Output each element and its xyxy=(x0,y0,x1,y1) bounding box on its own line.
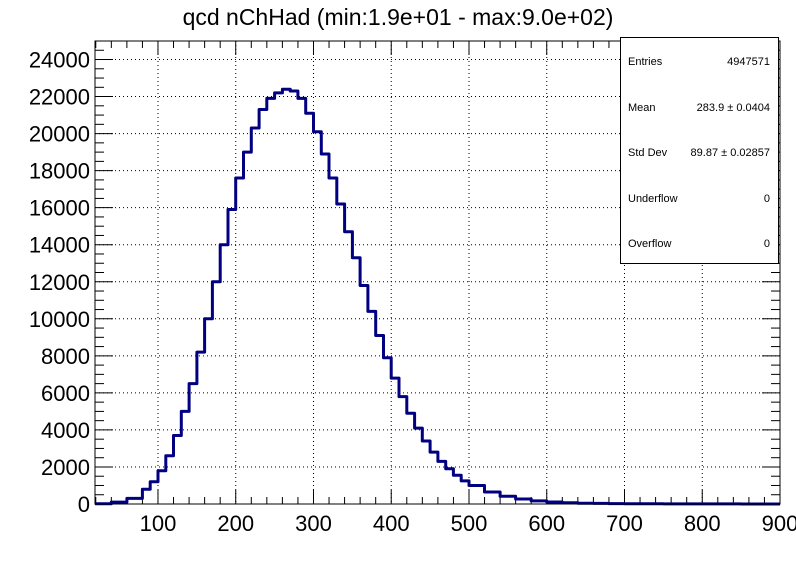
y-tick-label: 10000 xyxy=(29,307,90,332)
stats-value: 0 xyxy=(763,238,770,250)
y-tick-label: 18000 xyxy=(29,159,90,184)
stats-row-entries: Entries 4947571 xyxy=(628,56,770,70)
series-line-0 xyxy=(95,87,780,506)
y-tick-label: 22000 xyxy=(29,85,90,110)
tick-labels: 100 200 300 400 500 600 700 800 900 0 2000 4000 6000… xyxy=(29,48,796,536)
y-tick-label: 2000 xyxy=(41,455,90,480)
stats-row-mean: Mean 283.9 ± 0.0404 xyxy=(628,102,770,116)
y-tick-label: 14000 xyxy=(29,233,90,258)
x-tick-label: 100 xyxy=(140,511,177,536)
x-tick-label: 500 xyxy=(451,511,488,536)
x-tick-label: 800 xyxy=(684,511,721,536)
stats-row-underflow: Underflow 0 xyxy=(628,193,770,207)
x-tick-label: 200 xyxy=(217,511,254,536)
stats-row-stddev: Std Dev 89.87 ± 0.02857 xyxy=(628,147,770,161)
stats-label: Overflow xyxy=(628,238,672,250)
stats-value: 283.9 ± 0.0404 xyxy=(696,102,770,114)
stats-value: 0 xyxy=(763,193,770,205)
y-tick-label: 20000 xyxy=(29,122,90,147)
stats-value: 4947571 xyxy=(727,56,770,68)
y-tick-label: 4000 xyxy=(41,418,90,443)
stats-value: 89.87 ± 0.02857 xyxy=(690,147,770,159)
y-tick-label: 6000 xyxy=(41,381,90,406)
y-tick-label: 16000 xyxy=(29,196,90,221)
stats-row-overflow: Overflow 0 xyxy=(628,238,770,252)
y-tick-label: 12000 xyxy=(29,270,90,295)
frame xyxy=(94,40,781,505)
data-series xyxy=(94,87,781,506)
x-tick-label: 300 xyxy=(295,511,332,536)
chart-title: qcd nChHad (min:1.9e+01 - max:9.0e+02) xyxy=(182,4,614,30)
axis-ticks xyxy=(95,41,781,505)
stats-label: Entries xyxy=(628,56,663,68)
stats-box: Entries 4947571 Mean 283.9 ± 0.0404 Std … xyxy=(620,37,779,264)
stats-label: Std Dev xyxy=(628,147,668,159)
x-tick-label: 700 xyxy=(606,511,643,536)
y-tick-label: 24000 xyxy=(29,48,90,73)
x-tick-label: 400 xyxy=(373,511,410,536)
x-tick-label: 900 xyxy=(762,511,796,536)
x-tick-label: 600 xyxy=(528,511,565,536)
y-tick-label: 8000 xyxy=(41,344,90,369)
stats-label: Underflow xyxy=(628,193,678,205)
stats-label: Mean xyxy=(628,102,656,114)
y-tick-label: 0 xyxy=(78,492,90,517)
